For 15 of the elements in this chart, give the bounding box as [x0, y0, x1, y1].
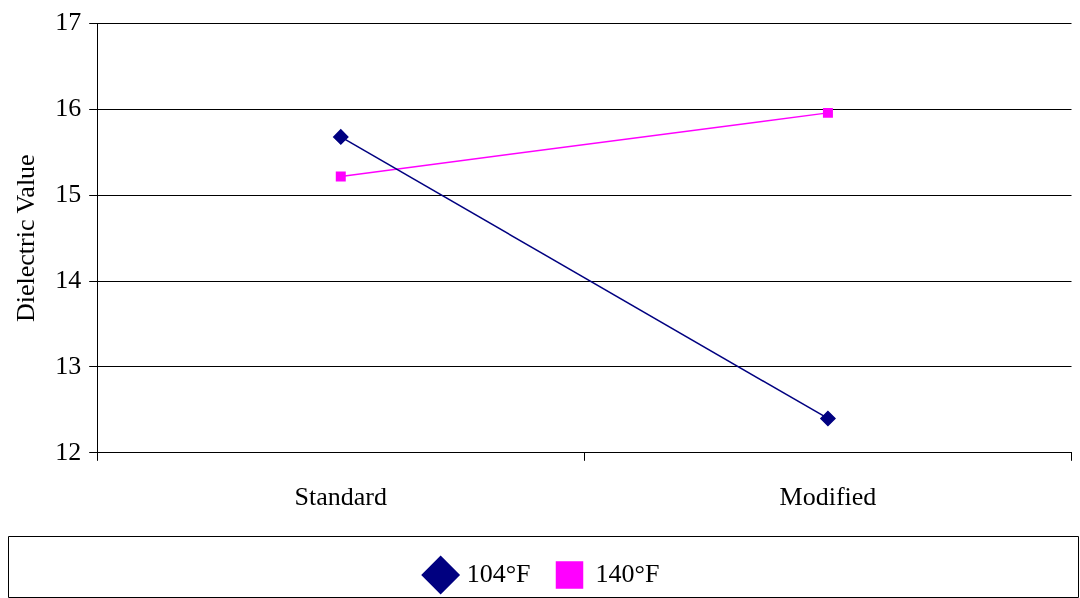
y-tick-label: 17 [55, 7, 82, 37]
y-tick-label: 15 [55, 179, 82, 209]
point [820, 410, 836, 427]
x-tick-label: Standard [294, 482, 387, 512]
y-tick-label: 16 [55, 93, 82, 123]
point [335, 171, 346, 182]
y-axis-title: Dielectric Value [11, 154, 41, 323]
y-tick-label: 14 [55, 264, 82, 294]
point [333, 129, 349, 145]
point [822, 107, 833, 118]
y-tick-label: 13 [55, 350, 82, 380]
legend-label: 140°F [595, 558, 660, 588]
legend-label: 104°F [466, 558, 531, 588]
y-tick-label: 12 [55, 436, 82, 466]
x-tick-label: Modified [779, 482, 877, 512]
